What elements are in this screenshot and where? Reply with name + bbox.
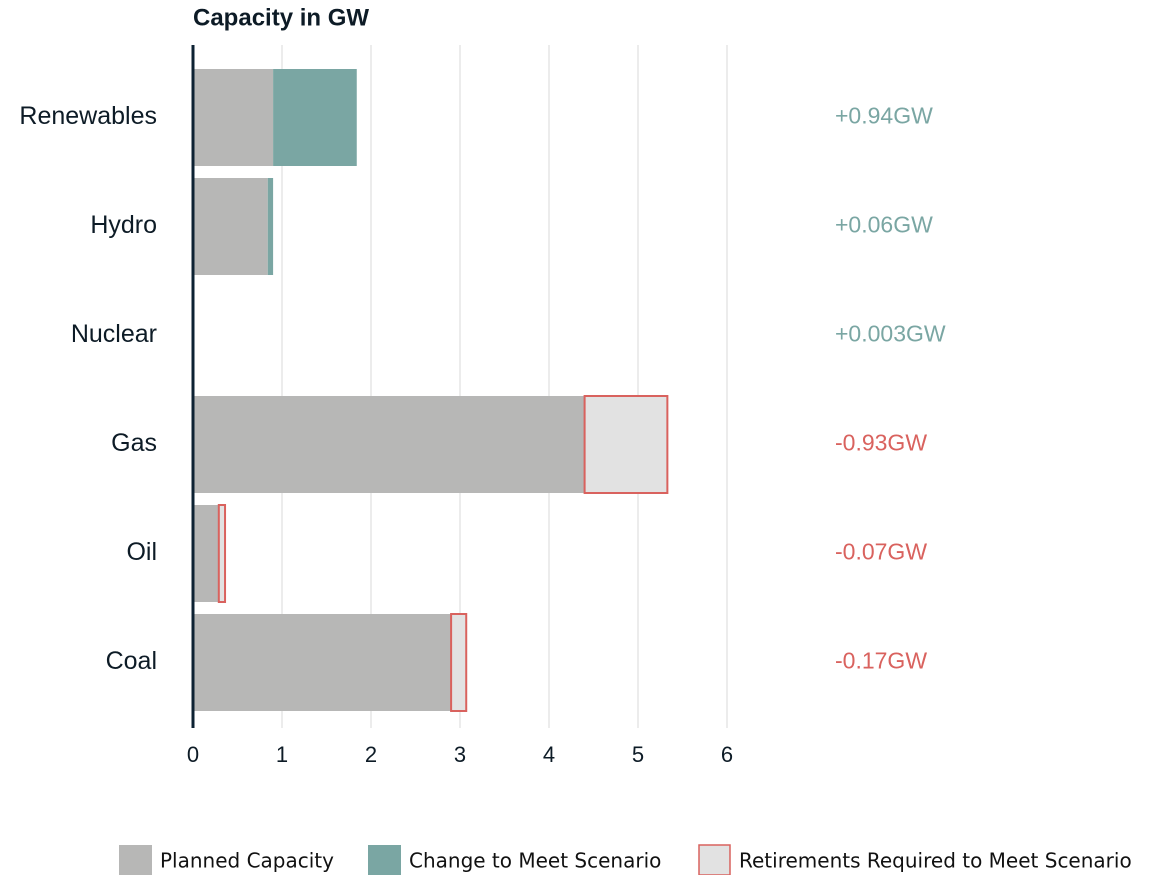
category-label: Oil <box>126 538 157 566</box>
legend-swatch <box>368 845 401 875</box>
value-label: +0.06GW <box>835 212 933 238</box>
bar-segment <box>193 178 268 275</box>
value-label: -0.17GW <box>835 648 927 674</box>
x-tick-label: 3 <box>454 742 466 767</box>
value-label: -0.93GW <box>835 430 927 456</box>
legend-swatch <box>119 845 152 875</box>
value-label: +0.003GW <box>835 321 946 347</box>
bar-segment <box>193 614 452 711</box>
bar-segment <box>267 178 274 275</box>
x-tick-label: 5 <box>632 742 644 767</box>
bar-segment <box>193 396 585 493</box>
legend-label: Change to Meet Scenario <box>409 849 661 873</box>
x-tick-label: 1 <box>276 742 288 767</box>
bar-segment <box>217 504 227 603</box>
chart-title: Capacity in GW <box>193 4 369 31</box>
category-label: Hydro <box>90 211 157 239</box>
legend-swatch <box>698 844 731 875</box>
legend-label: Planned Capacity <box>160 849 334 873</box>
legend-label: Retirements Required to Meet Scenario <box>739 849 1132 873</box>
x-tick-label: 6 <box>721 742 733 767</box>
category-label: Nuclear <box>71 320 157 348</box>
category-label: Gas <box>111 429 157 457</box>
bar-segment <box>193 69 274 166</box>
bar-segment <box>450 613 468 712</box>
category-label: Renewables <box>19 102 157 130</box>
value-label: -0.07GW <box>835 539 927 565</box>
value-label: +0.94GW <box>835 103 933 129</box>
bar-segment <box>583 395 669 494</box>
bar-segment <box>273 69 357 166</box>
bar-segment <box>193 505 219 602</box>
x-tick-label: 2 <box>365 742 377 767</box>
x-tick-label: 0 <box>187 742 199 767</box>
x-tick-label: 4 <box>543 742 555 767</box>
category-label: Coal <box>106 647 157 675</box>
